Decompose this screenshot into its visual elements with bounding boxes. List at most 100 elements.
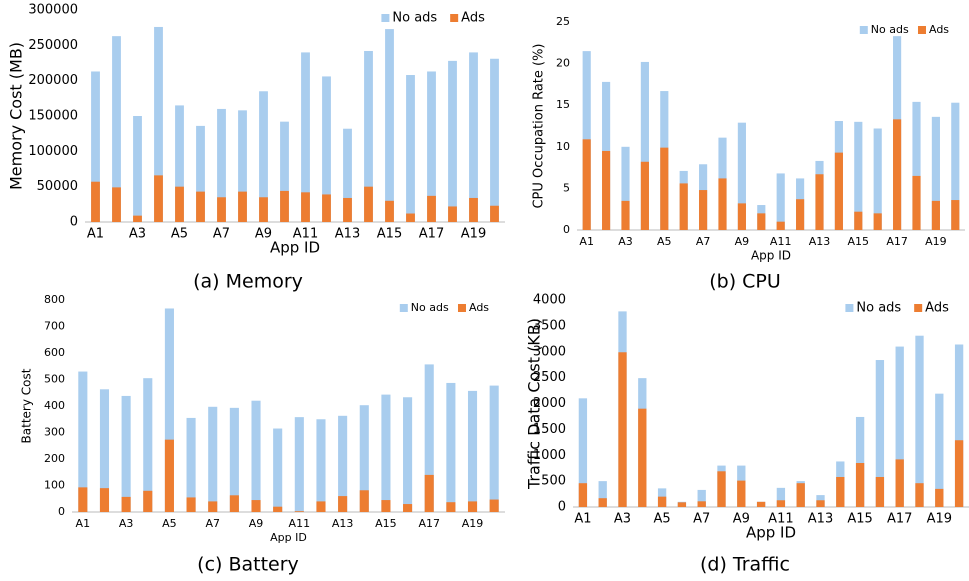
- bar: [640, 61, 649, 230]
- bar: [490, 58, 499, 223]
- legend-label: No ads: [856, 301, 901, 316]
- bar: [427, 71, 436, 222]
- bar: [657, 496, 667, 507]
- bar: [756, 501, 766, 507]
- bar: [273, 506, 283, 512]
- bar: [381, 500, 391, 512]
- x-tick-label: A13: [335, 227, 360, 242]
- bar: [446, 502, 456, 512]
- bar: [757, 213, 766, 230]
- y-tick-label: 500: [541, 474, 566, 489]
- bar: [954, 344, 964, 507]
- bar: [133, 215, 142, 222]
- x-tick-label: A1: [574, 512, 591, 527]
- y-tick-label: 50000: [37, 179, 78, 194]
- bar: [91, 71, 100, 222]
- bar: [935, 393, 944, 507]
- y-tick-label: 0: [563, 223, 570, 236]
- y-tick-label: 100000: [28, 144, 78, 159]
- y-tick-label: 400: [44, 399, 65, 412]
- y-tick-label: 2000: [533, 396, 566, 411]
- bar: [164, 439, 174, 512]
- bar: [294, 511, 304, 512]
- bar: [697, 501, 706, 507]
- bar: [196, 125, 205, 222]
- x-tick-label: A3: [119, 517, 134, 530]
- bar: [915, 483, 924, 507]
- x-tick-label: A17: [419, 227, 444, 242]
- bar: [469, 52, 478, 223]
- y-tick-label: 3000: [533, 344, 566, 359]
- bar: [697, 489, 706, 507]
- legend-label: No ads: [871, 23, 909, 36]
- bar: [316, 419, 326, 512]
- bar: [175, 186, 184, 222]
- bar: [280, 190, 289, 222]
- bar: [912, 101, 921, 230]
- bar: [854, 211, 863, 230]
- bar: [448, 206, 457, 222]
- y-tick-label: 700: [44, 320, 65, 333]
- legend-label: No ads: [411, 301, 449, 314]
- caption: (c) Battery: [197, 554, 299, 576]
- y-tick-label: 5: [563, 181, 570, 194]
- x-axis-label: App ID: [270, 239, 320, 257]
- bar: [359, 490, 369, 512]
- bar: [143, 378, 153, 512]
- bar: [578, 483, 588, 507]
- legend-label: Ads: [461, 11, 485, 26]
- x-tick-label: A13: [808, 512, 833, 527]
- y-tick-label: 200: [44, 452, 65, 465]
- bar: [403, 504, 413, 512]
- bar: [931, 200, 940, 230]
- y-axis-label: Battery Cost: [20, 368, 34, 443]
- bar: [893, 119, 902, 230]
- bar: [78, 487, 88, 512]
- bar: [578, 398, 588, 507]
- bar: [638, 408, 647, 507]
- x-tick-label: A17: [418, 517, 440, 530]
- x-tick-label: A1: [76, 517, 91, 530]
- bar: [381, 394, 391, 512]
- bar: [338, 496, 348, 512]
- bar: [836, 476, 845, 507]
- y-tick-label: 10: [556, 140, 570, 153]
- bar: [427, 195, 436, 222]
- legend-label: Ads: [469, 301, 489, 314]
- x-tick-label: A9: [255, 227, 272, 242]
- x-tick-label: A13: [332, 517, 354, 530]
- bar: [154, 26, 163, 223]
- bar: [186, 497, 196, 512]
- bar: [875, 476, 885, 507]
- bar: [951, 102, 960, 230]
- bar: [469, 197, 478, 222]
- bar: [854, 121, 863, 230]
- bar: [121, 496, 131, 512]
- bar: [121, 395, 131, 512]
- bar: [154, 175, 163, 222]
- x-axis-label: App ID: [751, 249, 791, 263]
- bar: [776, 221, 785, 230]
- bar: [280, 121, 289, 222]
- bar: [322, 76, 331, 222]
- x-tick-label: A19: [925, 235, 947, 248]
- bar: [322, 194, 331, 222]
- bar: [424, 474, 434, 512]
- x-axis-label: App ID: [270, 531, 307, 544]
- bar: [91, 181, 100, 222]
- bar: [175, 105, 184, 222]
- bar: [915, 335, 924, 507]
- bar: [133, 116, 142, 222]
- bar: [951, 200, 960, 230]
- x-tick-label: A19: [462, 517, 484, 530]
- bar: [895, 346, 904, 507]
- y-tick-label: 15: [556, 98, 570, 111]
- bar: [446, 382, 456, 512]
- bar: [935, 488, 944, 507]
- y-tick-label: 20: [556, 57, 570, 70]
- bar: [875, 360, 885, 507]
- bar: [931, 116, 940, 230]
- x-tick-label: A9: [249, 517, 264, 530]
- x-tick-label: A15: [848, 235, 870, 248]
- x-axis-label: App ID: [746, 524, 796, 542]
